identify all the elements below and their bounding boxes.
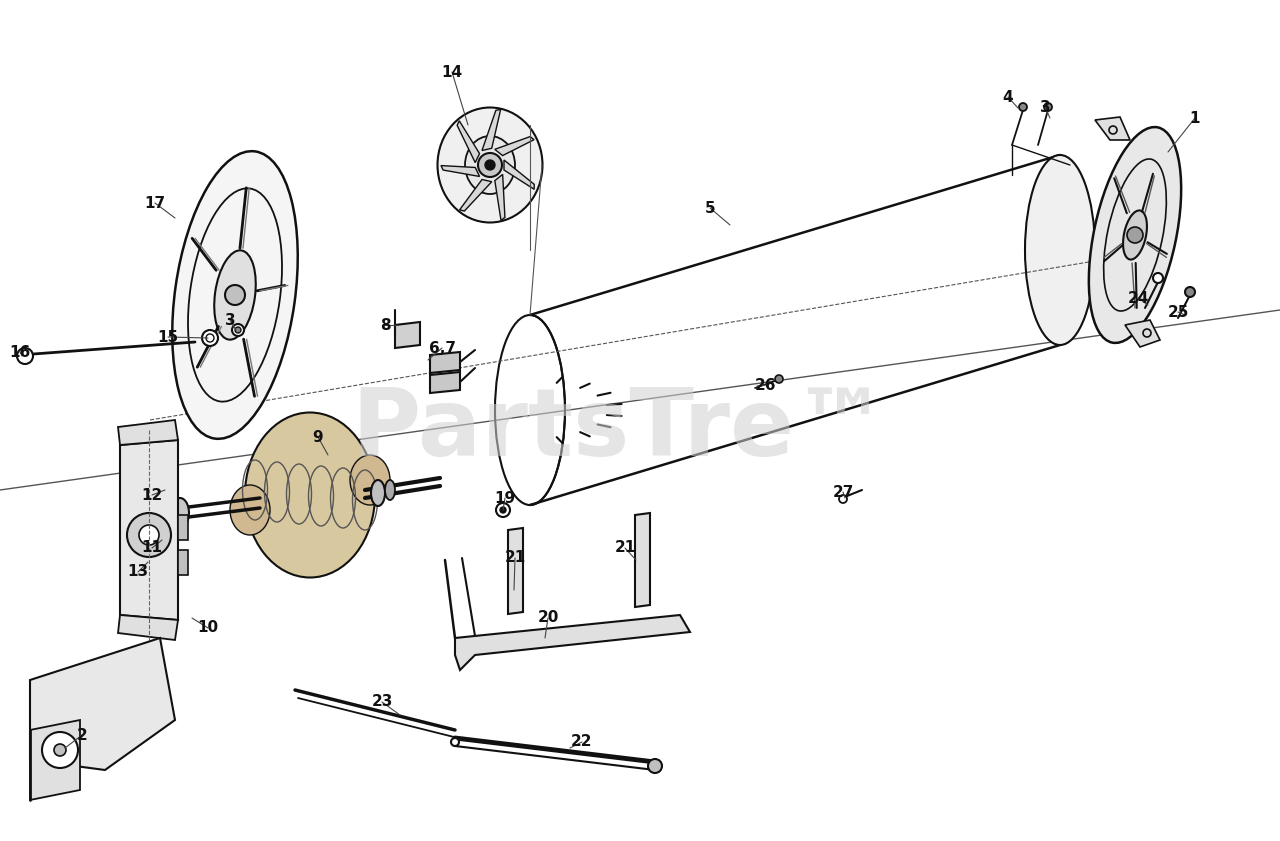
Circle shape	[485, 160, 495, 170]
Ellipse shape	[172, 498, 189, 528]
Circle shape	[451, 738, 460, 746]
Polygon shape	[1094, 117, 1130, 140]
Ellipse shape	[349, 455, 390, 505]
Text: 21: 21	[504, 551, 526, 565]
Ellipse shape	[371, 480, 385, 506]
Text: 20: 20	[538, 611, 558, 626]
Polygon shape	[29, 720, 79, 800]
Text: 17: 17	[145, 195, 165, 210]
Text: 8: 8	[380, 318, 390, 332]
Text: 25: 25	[1167, 304, 1189, 320]
Text: 24: 24	[1128, 290, 1148, 305]
Polygon shape	[29, 638, 175, 770]
Text: 1: 1	[1189, 110, 1201, 125]
Ellipse shape	[438, 108, 543, 223]
Ellipse shape	[1089, 127, 1181, 343]
Text: 6,7: 6,7	[429, 341, 456, 356]
Polygon shape	[457, 121, 480, 162]
Polygon shape	[504, 160, 534, 189]
Circle shape	[232, 324, 244, 336]
Circle shape	[838, 495, 847, 503]
Circle shape	[127, 513, 172, 557]
Circle shape	[1019, 103, 1027, 111]
Circle shape	[477, 153, 502, 177]
Circle shape	[500, 507, 506, 513]
Circle shape	[1044, 103, 1052, 111]
Circle shape	[648, 759, 662, 773]
Polygon shape	[635, 513, 650, 607]
Text: 3: 3	[225, 313, 236, 327]
Polygon shape	[178, 515, 188, 540]
Text: 22: 22	[571, 734, 593, 749]
Polygon shape	[442, 166, 480, 177]
Ellipse shape	[385, 480, 396, 500]
Polygon shape	[120, 440, 178, 620]
Ellipse shape	[1025, 155, 1094, 345]
Text: 12: 12	[141, 488, 163, 503]
Text: 15: 15	[157, 330, 179, 345]
Polygon shape	[118, 420, 178, 445]
Circle shape	[225, 285, 244, 305]
Polygon shape	[430, 372, 460, 393]
Circle shape	[1185, 287, 1196, 297]
Polygon shape	[1125, 320, 1160, 347]
Polygon shape	[495, 174, 504, 220]
Text: PartsTre™: PartsTre™	[351, 384, 888, 476]
Polygon shape	[118, 615, 178, 640]
Circle shape	[202, 330, 218, 346]
Circle shape	[140, 525, 159, 545]
Circle shape	[42, 732, 78, 768]
Circle shape	[1126, 227, 1143, 243]
Text: 26: 26	[754, 378, 776, 393]
Circle shape	[774, 375, 783, 383]
Polygon shape	[460, 179, 492, 211]
Circle shape	[1153, 273, 1164, 283]
Text: 16: 16	[9, 345, 31, 359]
Polygon shape	[508, 528, 524, 614]
Circle shape	[206, 334, 214, 342]
Text: 5: 5	[705, 200, 716, 215]
Text: 9: 9	[312, 430, 324, 445]
Text: 3: 3	[1039, 99, 1051, 114]
Polygon shape	[430, 352, 460, 373]
Text: 4: 4	[1002, 89, 1014, 104]
Polygon shape	[396, 322, 420, 348]
Circle shape	[497, 503, 509, 517]
Ellipse shape	[1123, 210, 1147, 260]
Polygon shape	[495, 136, 534, 156]
Text: 14: 14	[442, 65, 462, 80]
Text: 19: 19	[494, 490, 516, 505]
Ellipse shape	[244, 412, 375, 578]
Circle shape	[54, 744, 67, 756]
Text: 2: 2	[77, 727, 87, 743]
Circle shape	[17, 348, 33, 364]
Ellipse shape	[465, 136, 515, 194]
Text: 21: 21	[614, 541, 636, 556]
Text: 10: 10	[197, 621, 219, 636]
Ellipse shape	[214, 251, 256, 340]
Ellipse shape	[230, 485, 270, 535]
Text: 11: 11	[142, 541, 163, 556]
Circle shape	[236, 327, 241, 333]
Polygon shape	[454, 615, 690, 670]
Polygon shape	[178, 550, 188, 575]
Polygon shape	[483, 109, 500, 151]
Text: 27: 27	[832, 484, 854, 500]
Text: 23: 23	[371, 695, 393, 710]
Text: 13: 13	[128, 564, 148, 579]
Ellipse shape	[173, 151, 298, 439]
